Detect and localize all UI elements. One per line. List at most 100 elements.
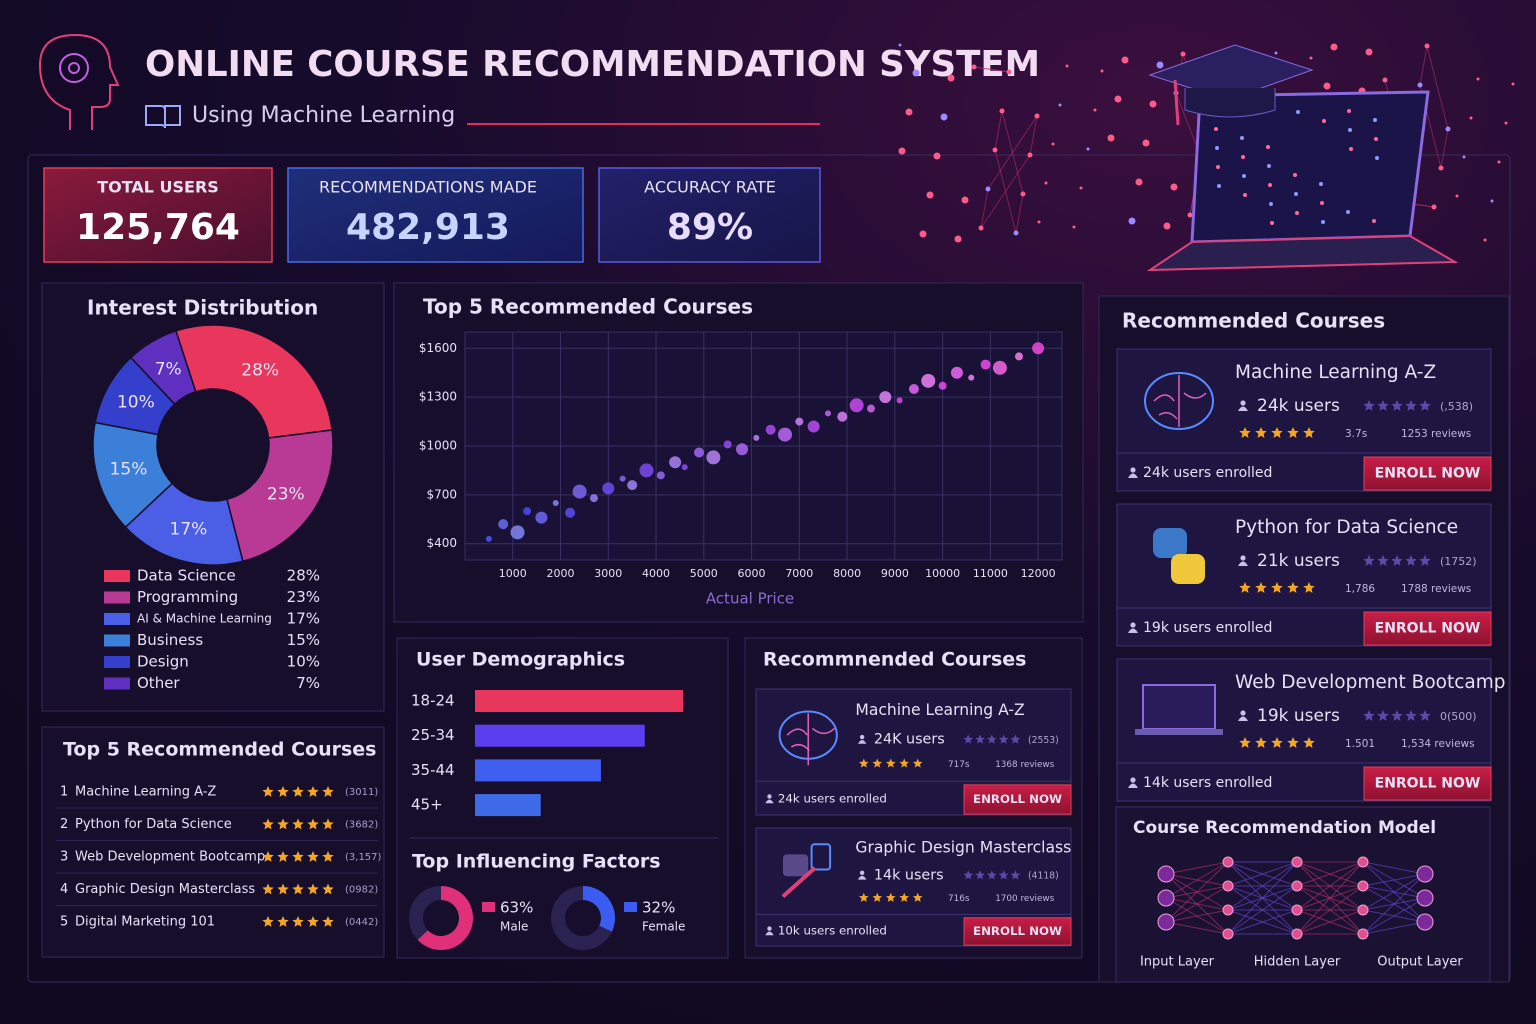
star-icon	[1405, 710, 1417, 721]
star-icon	[322, 818, 334, 830]
user-icon	[1130, 467, 1136, 473]
x-tick-label: 12000	[1021, 567, 1056, 580]
star-icon	[1255, 427, 1267, 438]
scatter-point	[866, 404, 875, 413]
scatter-point	[706, 450, 721, 465]
page-subtitle: Using Machine Learning	[192, 103, 455, 128]
network-node	[1431, 204, 1437, 210]
star-icon	[886, 892, 896, 902]
model-edge	[1362, 873, 1426, 887]
star-icon	[975, 870, 985, 880]
model-edge	[1165, 861, 1229, 923]
screen-node	[1375, 156, 1379, 160]
network-node	[1135, 178, 1143, 186]
star-icon	[1377, 710, 1389, 721]
gear-center	[68, 62, 80, 74]
kpi-label: ACCURACY RATE	[644, 178, 776, 197]
enrolled-count: 10k users enrolled	[778, 924, 887, 938]
model-node	[1291, 856, 1303, 868]
scatter-point	[908, 384, 919, 394]
legend-value: 7%	[296, 674, 320, 692]
network-node	[912, 69, 920, 77]
enroll-button[interactable]	[1363, 766, 1492, 801]
course-name: Graphic Design Masterclass	[75, 882, 255, 897]
model-edge	[1165, 885, 1229, 923]
review-count: (3682)	[345, 820, 378, 831]
scatter-point	[523, 507, 532, 516]
star-icon	[987, 870, 997, 880]
star-icon	[292, 818, 304, 830]
star-icon	[1303, 737, 1315, 748]
scatter-point	[589, 494, 598, 503]
star-icon	[262, 916, 274, 927]
user-icon	[859, 734, 865, 740]
model-edge	[1362, 861, 1426, 875]
screen-node	[1268, 183, 1272, 187]
network-node	[1044, 181, 1048, 185]
course-title: Machine Learning A-Z	[1235, 362, 1436, 383]
star-icon	[1363, 400, 1375, 411]
pie-segment	[129, 329, 197, 406]
segment-label: 7%	[155, 359, 182, 379]
user-icon	[765, 931, 774, 936]
course-name: Machine Learning A-Z	[75, 785, 216, 800]
network-node	[905, 108, 913, 116]
model-edge	[1362, 873, 1426, 911]
star-icon	[307, 883, 319, 895]
head-outline	[38, 33, 120, 130]
panel-title: Recommnended Courses	[763, 649, 1026, 671]
model-edge	[1165, 861, 1229, 899]
course-stat: 717s	[948, 760, 970, 770]
scatter-point	[1032, 342, 1045, 355]
legend-swatch	[104, 656, 130, 668]
network-node	[978, 225, 984, 231]
review-count: 1368 reviews	[995, 760, 1054, 770]
star-icon	[1287, 582, 1299, 593]
bar	[475, 690, 684, 712]
model-edge	[1227, 861, 1298, 911]
laptop-icon	[1142, 684, 1216, 730]
review-count: 1788 reviews	[1401, 583, 1471, 595]
enroll-button-label[interactable]: ENROLL NOW	[1375, 776, 1481, 792]
enroll-button-label[interactable]: ENROLL NOW	[1375, 466, 1481, 482]
scatter-point	[498, 519, 509, 530]
network-node	[940, 113, 948, 121]
scatter-point	[572, 484, 587, 499]
course-users: 24k users	[1257, 396, 1340, 416]
star-icon	[899, 892, 909, 902]
gauge-arc	[417, 886, 473, 950]
enroll-button[interactable]	[1363, 456, 1492, 491]
network-node	[933, 152, 941, 160]
screen-node	[1241, 155, 1245, 159]
enroll-button[interactable]	[963, 784, 1072, 815]
star-icon	[1363, 555, 1375, 566]
network-node	[1274, 51, 1278, 55]
star-icon	[322, 916, 334, 927]
model-edge	[1362, 873, 1426, 935]
scatter-point	[535, 511, 548, 524]
enroll-button-label[interactable]: ENROLL NOW	[973, 792, 1062, 806]
page-title: ONLINE COURSE RECOMMENDATION SYSTEM	[145, 44, 1040, 85]
hero-illustration	[898, 43, 1515, 272]
enroll-button[interactable]	[963, 917, 1072, 946]
model-node	[1157, 889, 1175, 907]
enroll-button[interactable]	[1363, 611, 1492, 646]
scatter-point	[619, 475, 626, 482]
enroll-button-label[interactable]: ENROLL NOW	[1375, 621, 1481, 637]
scatter-point	[694, 447, 705, 458]
star-icon	[1239, 427, 1251, 438]
course-users: 24K users	[874, 732, 945, 748]
enroll-button-label[interactable]: ENROLL NOW	[973, 924, 1062, 938]
scatter-point	[639, 463, 654, 478]
course-stat: 1.501	[1345, 738, 1375, 750]
star-icon	[307, 851, 319, 862]
model-node	[1357, 880, 1369, 892]
user-icon	[857, 739, 867, 744]
star-icon	[1255, 737, 1267, 748]
course-name: Digital Marketing 101	[75, 915, 215, 930]
bar	[475, 794, 541, 817]
star-icon	[322, 883, 334, 895]
pie-segment	[174, 324, 333, 439]
screen-node	[1322, 119, 1326, 123]
